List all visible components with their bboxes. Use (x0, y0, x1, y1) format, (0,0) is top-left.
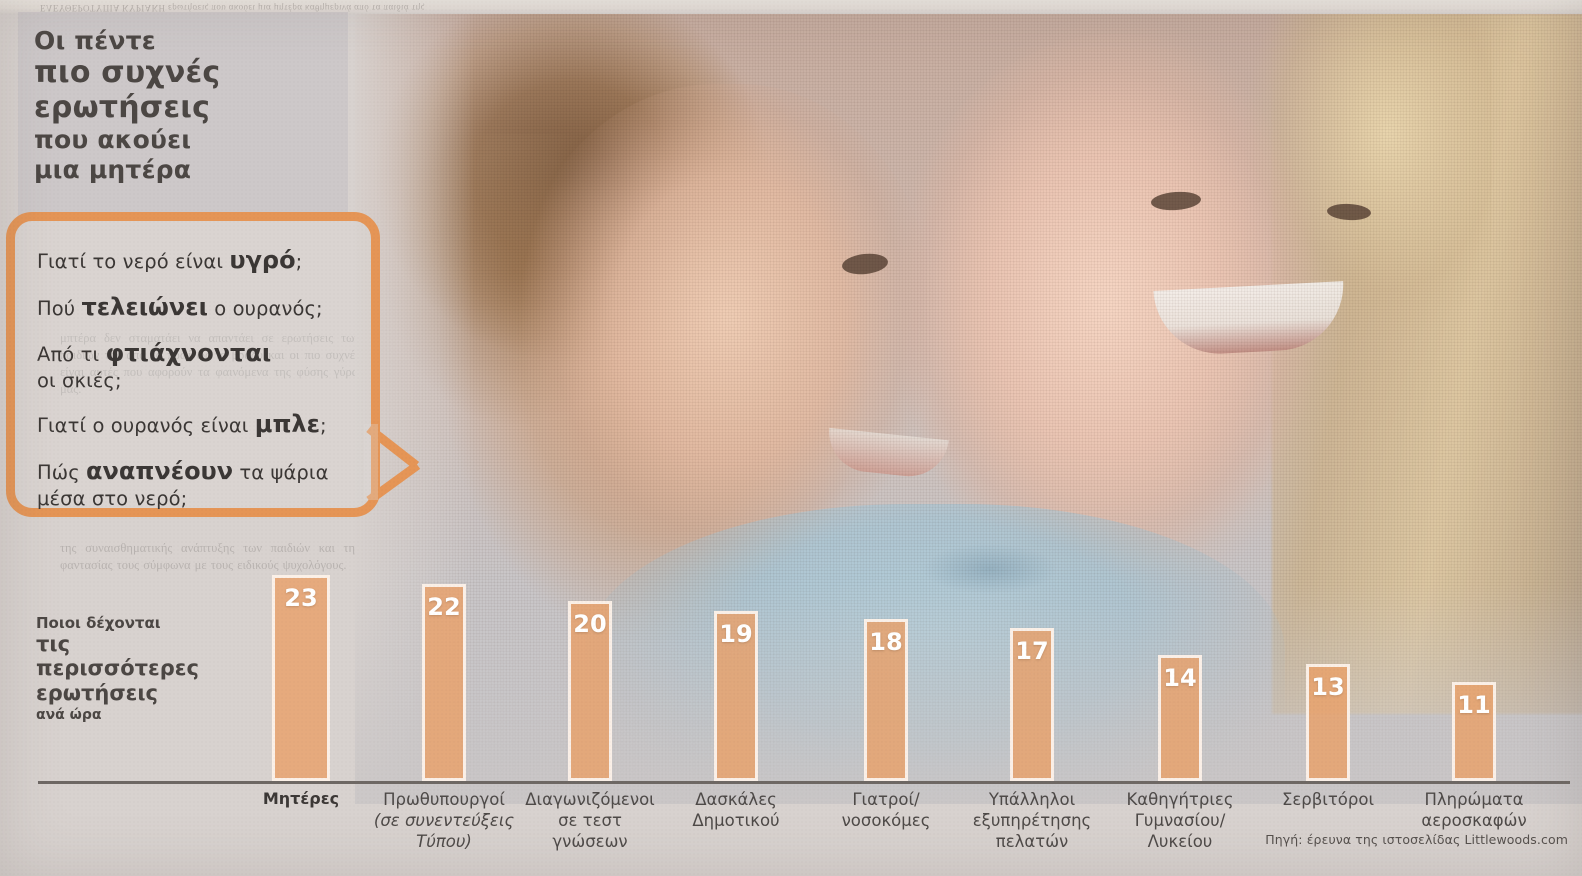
bar-value-label: 17 (1015, 637, 1049, 665)
bar-value-label: 22 (427, 593, 461, 621)
headline-line-5: μια μητέρα (34, 154, 192, 184)
x-axis-label: Δασκάλες Δημοτικού (692, 790, 780, 831)
headline-line-4: που ακούει (34, 125, 192, 155)
chart-caption-line-5: ανά ώρα (36, 707, 102, 724)
bar-value-label: 11 (1457, 691, 1491, 719)
bar-value-label: 19 (719, 620, 753, 648)
bar-value-label: 14 (1163, 664, 1197, 692)
chart-bar: 23 (272, 575, 330, 781)
chart-bar: 11 (1452, 682, 1496, 781)
x-axis-label: Διαγωνιζόμενοι σε τεστ γνώσεων (525, 790, 655, 852)
x-axis-label: Σερβιτόροι (1281, 790, 1375, 809)
chart-caption: Ποιοι δέχονται τις περισσότερες ερωτήσει… (36, 614, 251, 724)
x-axis-label: Μητέρες (262, 789, 340, 808)
headline-line-3: ερωτήσεις (34, 90, 211, 126)
questions-speech-bubble: Γιατί το νερό είναι υγρό; Πού τελειώνει ο… (6, 212, 380, 517)
chart-caption-line-4: ερωτήσεις (36, 680, 159, 705)
chart-bar: 20 (568, 601, 612, 781)
question-line: Από τι φτιάχνονται οι σκιές; (37, 339, 272, 393)
x-axis-label: Πληρώματα αεροσκαφών (1421, 790, 1527, 831)
chart-source-note: Πηγή: έρευνα της ιστοσελίδας Littlewoods… (1265, 832, 1568, 847)
chart-bar: 22 (422, 584, 466, 781)
x-axis-label: Γιατροί/νοσοκόμες (841, 790, 931, 831)
headline-block: Οι πέντε πιο συχνές ερωτήσεις που ακούει… (18, 12, 348, 217)
chart-bar: 17 (1010, 628, 1054, 781)
chart-bar: 18 (864, 619, 908, 781)
chart-bar: 13 (1306, 664, 1350, 781)
speech-bubble-tail-join (364, 424, 378, 500)
chart-caption-line-2: τις (36, 632, 71, 656)
x-axis-label: Πρωθυπουργοί (σε συνεντεύξεις Τύπου) (373, 790, 515, 852)
bar-value-label: 13 (1311, 673, 1345, 701)
question-line: Γιατί ο ουρανός είναι μπλε; (37, 410, 327, 439)
chart-axis-line (38, 781, 1570, 784)
bar-value-label: 18 (869, 628, 903, 656)
question-line: Γιατί το νερό είναι υγρό; (37, 246, 303, 274)
chart-bar: 19 (714, 611, 758, 781)
x-axis-label: Καθηγήτριες Γυμνασίου/Λυκείου (1126, 790, 1234, 852)
question-line: Πώς αναπνέουν τα ψάρια μέσα στο νερό; (37, 456, 329, 510)
chart-caption-line-1: Ποιοι δέχονται (36, 614, 161, 632)
question-line: Πού τελειώνει ο ουρανός; (37, 292, 323, 321)
bar-value-label: 20 (573, 610, 607, 638)
chart-caption-line-3: περισσότερες (36, 656, 199, 681)
headline-line-1: Οι πέντε (34, 26, 156, 55)
scan-top-strip: ΕΛΕΥΘΕΡΟΤΥΠΙΑ ΚΥΡΙΑΚΗ ερωτήσεις που ακού… (0, 0, 1582, 14)
bar-value-label: 23 (284, 584, 318, 612)
x-axis-label: Υπάλληλοι εξυπηρέτησης πελατών (972, 790, 1092, 852)
chart-bar: 14 (1158, 655, 1202, 781)
headline-line-2: πιο συχνές (34, 55, 221, 91)
